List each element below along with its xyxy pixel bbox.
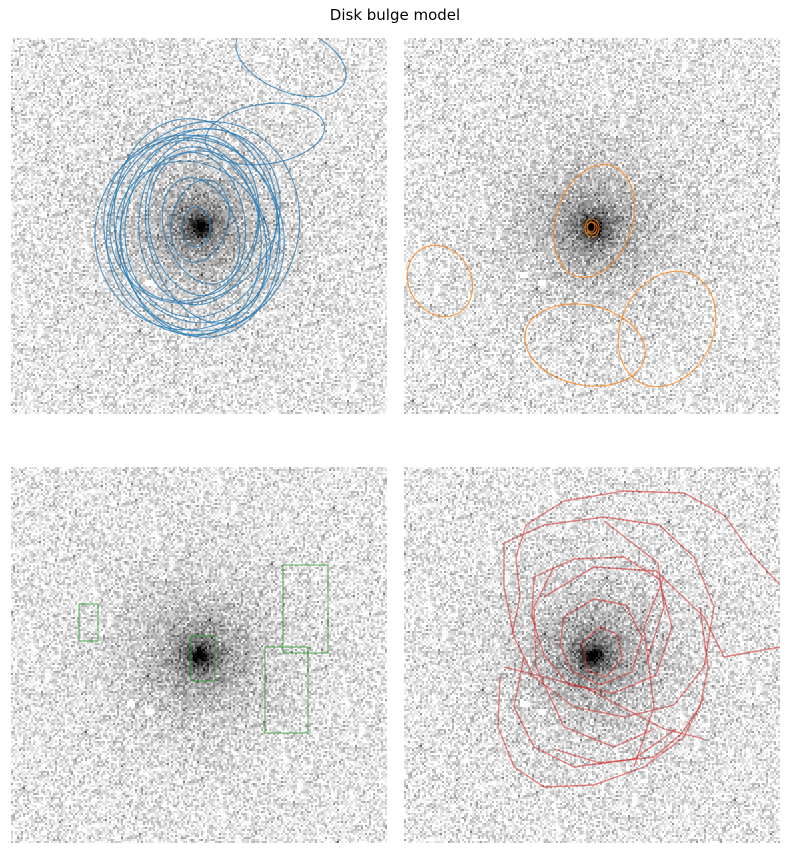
aperture-ellipse	[115, 160, 271, 324]
aperture-ellipse	[584, 218, 600, 238]
contour-line	[533, 566, 655, 748]
aperture-ellipse	[406, 244, 474, 318]
contour-line	[511, 524, 527, 636]
galaxy-image	[11, 38, 387, 414]
contour-line	[559, 598, 643, 686]
aperture-ellipse	[181, 206, 211, 248]
galaxy-image	[11, 467, 387, 843]
aperture-ellipse	[586, 221, 596, 233]
aperture-ellipse	[170, 179, 230, 263]
contour-line	[503, 666, 705, 740]
aperture-ellipse	[120, 139, 262, 337]
aperture-ellipse	[94, 137, 280, 331]
image-panel-bottom-left	[11, 467, 387, 843]
aperture-ellipse	[204, 102, 326, 166]
aperture-rectangle	[190, 635, 216, 682]
aperture-ellipse	[617, 270, 717, 388]
aperture-ellipse	[524, 303, 646, 387]
aperture-ellipse	[161, 177, 241, 285]
contour-line	[543, 566, 780, 658]
contour-line	[581, 626, 623, 678]
rectangle-overlay	[78, 564, 329, 734]
galaxy-image	[404, 38, 780, 414]
aperture-rectangle	[282, 564, 329, 654]
aperture-rectangle	[78, 603, 99, 642]
contour-line	[553, 606, 709, 764]
aperture-ellipse	[235, 38, 347, 98]
contour-line	[497, 676, 705, 788]
contour-overlay	[497, 490, 780, 788]
contour-line	[531, 556, 673, 694]
aperture-ellipse	[109, 128, 281, 304]
contour-line	[503, 516, 715, 718]
aperture-ellipse	[105, 120, 301, 336]
contour-line	[513, 656, 677, 768]
image-panel-top-left	[11, 38, 387, 414]
contour-line	[525, 490, 780, 586]
image-panel-top-right	[404, 38, 780, 414]
image-panel-bottom-right	[404, 467, 780, 843]
aperture-ellipse	[144, 146, 268, 324]
galaxy-image	[404, 467, 780, 843]
contour-line	[603, 520, 665, 664]
ellipse-overlay	[406, 164, 717, 388]
aperture-ellipse	[119, 150, 259, 302]
figure-title: Disk bulge model	[329, 6, 461, 24]
aperture-rectangle	[264, 646, 309, 734]
aperture-ellipse	[553, 164, 635, 278]
ellipse-overlay	[94, 38, 347, 338]
contour-line	[633, 576, 665, 768]
